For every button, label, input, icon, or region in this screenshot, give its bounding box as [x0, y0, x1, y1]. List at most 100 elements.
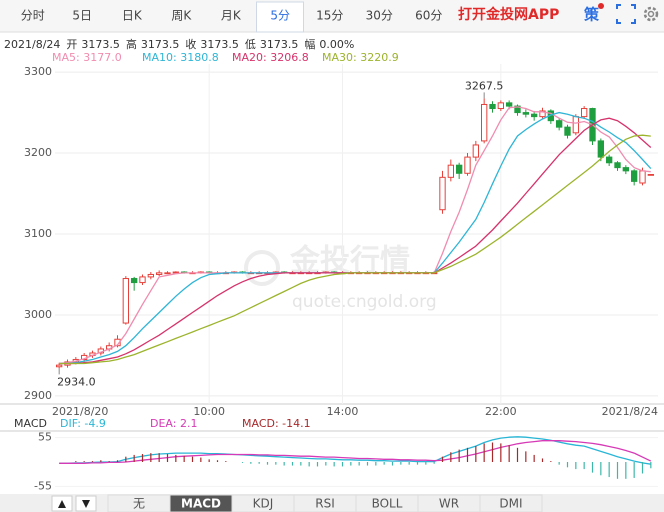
- up-arrow: [58, 500, 66, 508]
- info-label: 低: [245, 38, 256, 51]
- app-link[interactable]: 打开金投网APP: [458, 6, 559, 23]
- indicator-tab[interactable]: RSI: [315, 497, 335, 511]
- legend-entry: MACD: -14.1: [242, 417, 311, 430]
- y-tick-label: 3000: [24, 308, 52, 321]
- info-line: 2021/8/24 开 3173.5 高 3173.5 收 3173.5 低 3173.5 幅 0.…: [4, 37, 354, 51]
- candle-body: [481, 103, 488, 142]
- candle-body: [497, 102, 504, 110]
- info-label: 幅: [304, 38, 315, 51]
- badge: [598, 3, 604, 9]
- watermark-logo: [244, 250, 280, 286]
- indicator-tab[interactable]: 无: [133, 497, 145, 511]
- ma-line: [59, 111, 652, 365]
- watermark-url: quote.cngold.org: [292, 292, 437, 312]
- y-tick-label: 2900: [24, 389, 52, 402]
- y-tick-label: 3200: [24, 146, 52, 159]
- watermark: 金投行情 quote.cngold.org: [244, 244, 437, 312]
- indicator-tab[interactable]: DMI: [499, 497, 522, 511]
- info-value: 3173.5: [200, 38, 239, 51]
- candle-body: [606, 156, 613, 164]
- candle-body: [597, 140, 605, 158]
- ma-line: [59, 117, 652, 365]
- info-value: 0.00%: [319, 38, 354, 51]
- legend-entry: DEA: 2.1: [150, 417, 197, 430]
- annotation: 3267.5: [465, 79, 504, 92]
- fullscreen-icon[interactable]: [616, 4, 636, 24]
- info-value: 3173.5: [81, 38, 120, 51]
- period-tab[interactable]: 60分: [415, 9, 442, 23]
- ma-line: [59, 134, 651, 365]
- x-tick-label: 10:00: [193, 405, 225, 418]
- active-tab-box: [256, 1, 304, 33]
- gear-hub[interactable]: [647, 10, 655, 18]
- info-value: 3173.5: [260, 38, 299, 51]
- legend-entry: MA5: 3177.0: [52, 51, 122, 64]
- y-tick-label: 3100: [24, 227, 52, 240]
- candle-body: [164, 272, 171, 275]
- candle-body: [556, 120, 563, 128]
- period-tab[interactable]: 15分: [316, 9, 343, 23]
- candle-body: [572, 116, 580, 134]
- y-tick-label: 3300: [24, 65, 52, 78]
- candle-body: [472, 144, 479, 158]
- period-tab[interactable]: 5分: [270, 9, 290, 23]
- candle-body: [631, 170, 638, 182]
- candle-body: [514, 105, 521, 114]
- indicator-tab[interactable]: KDJ: [253, 497, 274, 511]
- info-label: 开: [66, 38, 77, 51]
- indicator-tab-box[interactable]: [479, 494, 543, 512]
- candle-body: [139, 276, 146, 284]
- candle-body: [122, 278, 129, 324]
- info-date: 2021/8/24: [4, 38, 60, 51]
- top-bar: [0, 0, 664, 32]
- candle-body: [506, 102, 513, 107]
- period-tab[interactable]: 分时: [21, 9, 45, 23]
- period-tab[interactable]: 5日: [72, 9, 92, 23]
- candle-body: [564, 126, 571, 136]
- period-tabs: 分时 5日 日K 周K 月K 5分 15分 30分 60分: [21, 1, 442, 33]
- candle-body: [647, 174, 655, 176]
- candle-body: [147, 273, 155, 278]
- candle-body: [614, 162, 621, 169]
- x-tick-label: 14:00: [327, 405, 359, 418]
- candle-body: [522, 112, 530, 115]
- candle-body: [114, 338, 121, 347]
- candle-body: [622, 167, 630, 172]
- indicator-tab[interactable]: BOLL: [372, 497, 403, 511]
- candle-body: [539, 110, 546, 118]
- x-tick-label: 22:00: [485, 405, 517, 418]
- period-tab[interactable]: 月K: [221, 9, 242, 23]
- candle-body: [172, 271, 180, 274]
- panel-title: MACD: [14, 417, 47, 430]
- down-arrow: [82, 500, 90, 508]
- x-tick-label: 2021/8/20: [52, 405, 108, 418]
- y-tick-label: -55: [34, 479, 52, 492]
- strategy-icon[interactable]: 策: [583, 6, 600, 24]
- candle-body: [56, 364, 63, 368]
- gear[interactable]: [643, 6, 659, 22]
- settings-icon[interactable]: [643, 6, 659, 22]
- candle-body: [464, 156, 471, 174]
- candle-body: [456, 164, 463, 174]
- period-tab[interactable]: 周K: [171, 9, 192, 23]
- info-value: 3173.5: [141, 38, 180, 51]
- candle-body: [156, 272, 163, 275]
- candle-body: [639, 170, 646, 184]
- indicator-tab[interactable]: MACD: [181, 497, 221, 511]
- legend-entry: MA10: 3180.8: [142, 51, 219, 64]
- macd-line: [59, 440, 652, 464]
- legend-entry: MA30: 3220.9: [322, 51, 399, 64]
- legend-entry: DIF: -4.9: [60, 417, 106, 430]
- period-tab[interactable]: 日K: [122, 9, 143, 23]
- candle-body: [447, 164, 454, 178]
- info-label: 收: [185, 37, 196, 51]
- legend-entry: MA20: 3206.8: [232, 51, 309, 64]
- indicator-tabs: 无 MACD KDJ RSI BOLL WR DMI: [107, 494, 543, 512]
- indicator-tab[interactable]: WR: [439, 497, 459, 511]
- ma-line: [59, 106, 651, 365]
- period-tab[interactable]: 30分: [366, 9, 393, 23]
- price-chart: 2900 3000 3100 3200 3300 2021/8/20 10:00 14:00 2…: [0, 51, 664, 418]
- annotation: 2934.0: [57, 375, 96, 388]
